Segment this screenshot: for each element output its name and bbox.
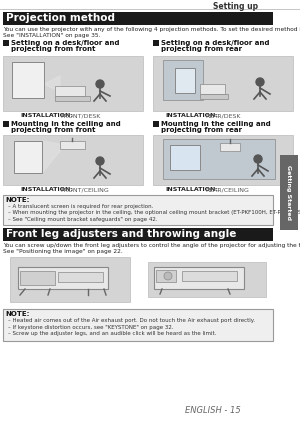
Bar xyxy=(170,145,200,170)
Text: projecting from front: projecting from front xyxy=(11,46,95,52)
Bar xyxy=(58,272,103,282)
Bar xyxy=(163,60,203,100)
Text: Setting on a desk/floor and: Setting on a desk/floor and xyxy=(161,40,269,46)
Bar xyxy=(3,228,273,241)
Text: INSTALLATION:: INSTALLATION: xyxy=(165,113,218,118)
Bar xyxy=(163,139,275,179)
Bar xyxy=(156,270,176,282)
Bar xyxy=(3,56,143,111)
Text: See "Positioning the image" on page 22.: See "Positioning the image" on page 22. xyxy=(3,249,123,254)
Text: INSTALLATION:: INSTALLATION: xyxy=(20,187,73,192)
Text: Projection method: Projection method xyxy=(6,13,115,23)
Text: Setting up: Setting up xyxy=(213,2,258,11)
Bar xyxy=(18,267,108,289)
Text: – If keystone distortion occurs, see "KEYSTONE" on page 32.: – If keystone distortion occurs, see "KE… xyxy=(8,325,174,330)
Text: See "INSTALLATION" on page 35.: See "INSTALLATION" on page 35. xyxy=(3,33,100,38)
Bar xyxy=(153,135,293,185)
Bar xyxy=(153,56,293,111)
Bar xyxy=(3,40,9,46)
Circle shape xyxy=(96,80,104,88)
Bar xyxy=(153,40,159,46)
Text: – A translucent screen is required for rear projection.: – A translucent screen is required for r… xyxy=(8,204,153,209)
Text: – When mounting the projector in the ceiling, the optional ceiling mount bracket: – When mounting the projector in the cei… xyxy=(8,210,300,215)
Text: projecting from rear: projecting from rear xyxy=(161,46,242,52)
Bar xyxy=(175,68,195,93)
Bar xyxy=(3,12,273,25)
Circle shape xyxy=(254,155,262,163)
Bar xyxy=(12,62,44,98)
Bar xyxy=(3,195,273,225)
Text: FRONT/CEILING: FRONT/CEILING xyxy=(60,187,109,192)
Bar xyxy=(60,141,85,149)
Text: – Heated air comes out of the Air exhaust port. Do not touch the Air exhaust por: – Heated air comes out of the Air exhaus… xyxy=(8,318,255,323)
Bar xyxy=(200,84,225,94)
Text: Mounting in the ceiling and: Mounting in the ceiling and xyxy=(11,121,121,127)
Text: Mounting in the ceiling and: Mounting in the ceiling and xyxy=(161,121,271,127)
Text: Setting on a desk/floor and: Setting on a desk/floor and xyxy=(11,40,119,46)
Text: NOTE:: NOTE: xyxy=(5,197,29,203)
Text: – See "Ceiling mount bracket safeguards" on page 42.: – See "Ceiling mount bracket safeguards"… xyxy=(8,217,158,222)
Bar xyxy=(3,309,273,341)
Text: projecting from rear: projecting from rear xyxy=(161,127,242,133)
Text: REAR/CEILING: REAR/CEILING xyxy=(205,187,249,192)
Bar xyxy=(55,86,85,96)
Text: projecting from front: projecting from front xyxy=(11,127,95,133)
Text: Front leg adjusters and throwing angle: Front leg adjusters and throwing angle xyxy=(6,229,236,239)
Bar xyxy=(148,262,266,297)
Circle shape xyxy=(96,157,104,165)
Bar xyxy=(3,135,143,185)
Text: FRONT/DESK: FRONT/DESK xyxy=(60,113,100,118)
Bar xyxy=(200,94,228,99)
Text: INSTALLATION:: INSTALLATION: xyxy=(165,187,218,192)
Bar xyxy=(153,121,159,127)
Bar xyxy=(182,271,237,281)
Text: ENGLISH - 15: ENGLISH - 15 xyxy=(185,406,241,415)
Bar xyxy=(154,267,244,289)
Bar xyxy=(20,271,55,285)
Bar xyxy=(220,143,240,151)
Circle shape xyxy=(256,78,264,86)
Polygon shape xyxy=(44,76,60,92)
Text: NOTE:: NOTE: xyxy=(5,311,29,317)
Text: REAR/DESK: REAR/DESK xyxy=(205,113,241,118)
Circle shape xyxy=(164,272,172,280)
Text: INSTALLATION:: INSTALLATION: xyxy=(20,113,73,118)
Bar xyxy=(55,96,90,101)
Bar xyxy=(280,155,298,230)
Bar xyxy=(3,121,9,127)
Polygon shape xyxy=(42,141,65,173)
Bar xyxy=(10,257,130,302)
Bar xyxy=(14,141,42,173)
Text: Getting Started: Getting Started xyxy=(286,165,292,220)
Text: You can screw up/down the front leg adjusters to control the angle of the projec: You can screw up/down the front leg adju… xyxy=(3,243,300,248)
Text: You can use the projector with any of the following 4 projection methods. To set: You can use the projector with any of th… xyxy=(3,27,300,32)
Text: – Screw up the adjuster legs, and an audible click will be heard as the limit.: – Screw up the adjuster legs, and an aud… xyxy=(8,331,216,336)
